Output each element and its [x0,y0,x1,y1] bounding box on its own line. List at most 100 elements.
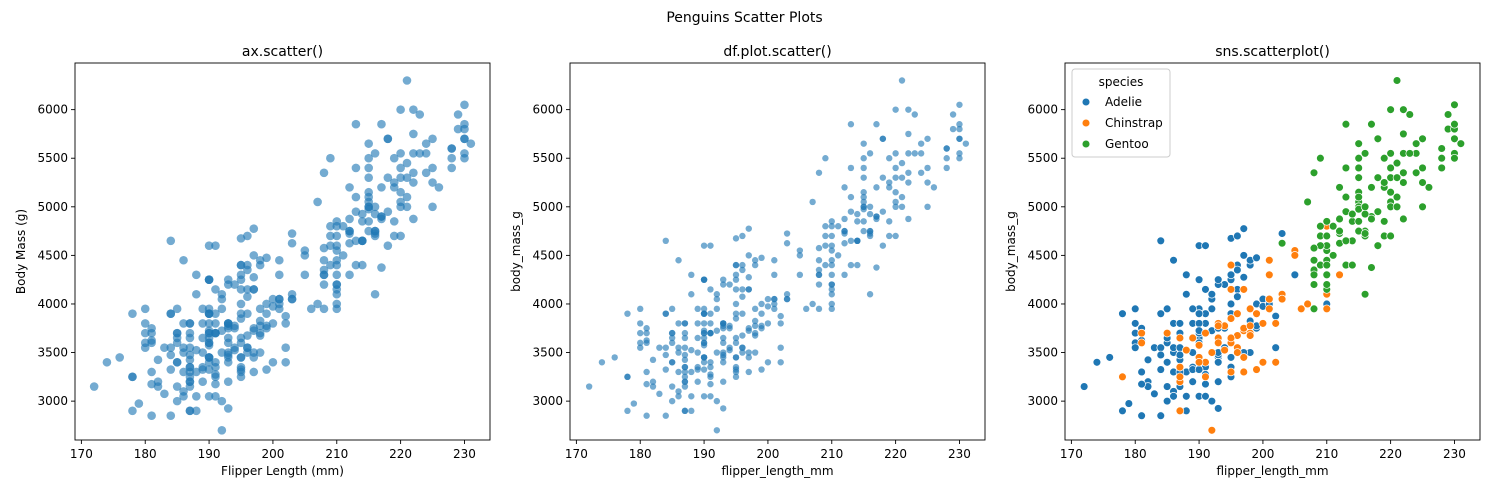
data-point-adelie-24 [1130,319,1140,328]
data-point-chinstrap-216 [1271,358,1280,367]
data-point-adelie-98 [1118,406,1127,416]
data-point-chinstrap-197 [1265,255,1274,265]
data-point-adelie-116 [192,406,201,416]
data-point-chinstrap-174 [1175,406,1185,416]
data-point-adelie-20 [102,357,112,367]
data-point-gentoo-307 [879,174,887,181]
data-point-adelie-28 [89,382,99,391]
data-point-gentoo-267 [1418,163,1427,173]
data-point-chinstrap-203 [1265,304,1274,314]
legend-label-chinstrap: Chinstrap [1105,116,1163,130]
data-point-chinstrap-195 [243,348,252,357]
data-point-gentoo-341 [1335,183,1344,192]
data-point-adelie-147 [1156,350,1166,360]
data-point-gentoo-238 [326,221,335,231]
data-point-adelie-91 [1290,270,1300,280]
data-point-gentoo-280 [1309,280,1319,289]
data-point-gentoo-257 [1379,178,1389,187]
data-point-adelie-29 [637,305,644,313]
x-axis-title: flipper_length_mm [1216,464,1328,478]
panel-2: 170 180 190 200 210 220 230 3000 3500 4000 4500 500… [509,44,986,478]
data-point-adelie-32 [688,368,695,376]
data-point-gentoo-257 [886,179,893,186]
data-point-gentoo-286 [358,236,367,246]
data-point-adelie-3 [732,373,740,381]
data-point-gentoo-264 [409,149,418,158]
data-point-gentoo-313 [917,140,925,147]
data-point-gentoo-282 [1348,260,1357,270]
data-point-adelie-141 [681,351,689,359]
data-point-adelie-134 [681,356,689,364]
data-point-adelie-88 [694,305,701,313]
data-point-chinstrap-152 [713,349,721,356]
data-point-gentoo-261 [428,134,437,144]
x-tick-label: 190 [693,447,716,461]
data-point-gentoo-252 [809,198,816,206]
y-axis-title: Body Mass (g) [14,209,28,294]
data-point-chinstrap-192 [332,304,342,314]
data-point-adelie-99 [217,289,227,299]
data-point-gentoo-342 [1341,163,1351,173]
y-tick-label: 3000 [37,394,68,408]
data-point-adelie-65 [713,305,721,313]
data-point-gentoo-248 [332,241,342,250]
data-point-adelie-79 [732,300,740,308]
data-point-gentoo-318 [1277,238,1287,248]
data-point-gentoo-320 [1379,217,1389,226]
data-point-gentoo-317 [409,214,418,224]
data-point-adelie-83 [720,281,727,288]
data-point-adelie-21 [637,339,644,347]
data-point-adelie-99 [713,291,721,298]
data-point-gentoo-312 [1335,226,1344,236]
data-point-adelie-49 [707,286,714,293]
data-point-chinstrap-191 [1290,251,1300,260]
data-point-chinstrap-169 [1137,328,1146,338]
data-point-chinstrap-153 [1233,309,1242,318]
data-point-gentoo-317 [1399,214,1408,224]
data-point-chinstrap-214 [1226,333,1236,343]
data-point-gentoo-293 [377,183,386,192]
y-tick-label: 6000 [37,103,68,117]
data-point-adelie-75 [732,276,740,283]
data-point-gentoo-261 [924,135,931,142]
y-tick-label: 4000 [37,297,68,311]
data-point-gentoo-258 [815,266,823,274]
legend-title: species [1099,75,1144,89]
data-point-gentoo-262 [1322,270,1332,280]
data-point-chinstrap-203 [275,304,284,314]
data-point-gentoo-289 [1405,149,1415,158]
data-point-adelie-143 [700,327,708,334]
data-point-gentoo-239 [1399,168,1408,178]
data-point-adelie-115 [739,293,746,300]
data-point-adelie-123 [1271,311,1280,321]
data-point-gentoo-333 [956,155,963,162]
data-point-gentoo-291 [1392,202,1402,212]
data-point-chinstrap-198 [204,357,214,367]
data-point-adelie-53 [268,294,278,304]
data-point-adelie-80 [1188,377,1197,386]
data-point-chinstrap-213 [1188,333,1197,343]
data-point-gentoo-255 [396,163,405,173]
data-point-chinstrap-200 [681,373,689,381]
data-point-gentoo-246 [1360,290,1370,299]
axes-frame [74,62,491,441]
data-point-adelie-119 [198,365,207,374]
data-point-adelie-146 [700,276,708,283]
data-point-adelie-29 [1130,304,1140,314]
data-point-chinstrap-215 [809,300,816,308]
data-point-gentoo-260 [1309,304,1319,314]
y-tick-label: 4000 [1027,297,1058,311]
data-point-adelie-131 [745,349,752,356]
data-point-adelie-24 [140,319,150,328]
data-point-adelie-93 [1169,255,1178,265]
data-point-chinstrap-217 [720,322,727,330]
data-point-adelie-60 [1162,382,1172,391]
data-point-adelie-135 [700,310,708,317]
data-point-adelie-65 [1207,304,1217,314]
data-point-adelie-68 [204,391,214,401]
data-point-adelie-101 [783,230,791,237]
data-point-gentoo-268 [847,193,855,201]
data-point-gentoo-245 [860,193,867,201]
data-point-chinstrap-179 [1258,319,1268,328]
data-point-gentoo-249 [396,149,405,158]
